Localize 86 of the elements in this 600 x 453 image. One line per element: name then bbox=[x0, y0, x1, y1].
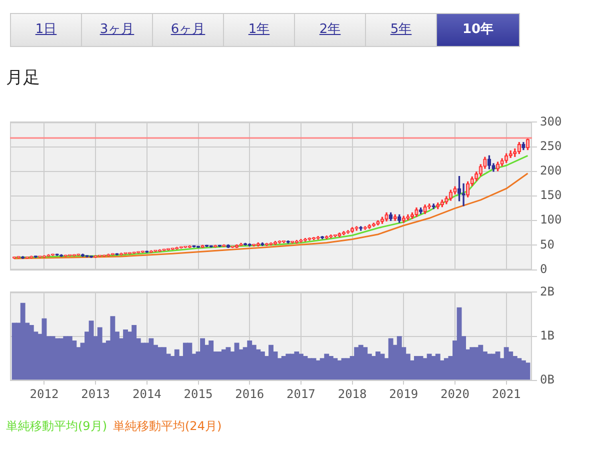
x-tick-label: 2016 bbox=[235, 386, 264, 401]
candlestick bbox=[256, 242, 260, 247]
x-tick-label: 2020 bbox=[440, 386, 470, 401]
bar bbox=[226, 347, 231, 380]
text: 単純移動平均(24月) bbox=[113, 418, 222, 435]
candlestick bbox=[414, 207, 418, 217]
y-tick-label: 300 bbox=[540, 114, 562, 128]
candlestick bbox=[239, 242, 243, 246]
x-tick-label: 2019 bbox=[389, 386, 418, 401]
candlestick bbox=[466, 181, 470, 198]
candlestick bbox=[346, 230, 350, 234]
bar bbox=[268, 344, 274, 380]
candlestick bbox=[260, 242, 264, 246]
candlestick bbox=[269, 242, 273, 246]
candlestick bbox=[478, 164, 482, 176]
candlestick bbox=[384, 212, 388, 222]
x-tick-label: 2013 bbox=[81, 386, 110, 401]
text: 3ヶ月 bbox=[82, 14, 153, 46]
bar bbox=[72, 340, 77, 380]
x-tick-label: 2014 bbox=[132, 386, 162, 401]
candlestick bbox=[423, 204, 427, 214]
candlestick bbox=[517, 142, 521, 154]
bar bbox=[132, 325, 137, 380]
candlestick bbox=[316, 236, 320, 240]
candlestick bbox=[444, 196, 448, 204]
x-tick-label: 2018 bbox=[338, 386, 367, 401]
candlestick bbox=[500, 158, 504, 166]
candlestick bbox=[359, 226, 363, 231]
candlestick bbox=[448, 190, 453, 201]
bar bbox=[478, 344, 484, 380]
bar bbox=[247, 340, 252, 380]
candlestick bbox=[106, 254, 110, 256]
bar bbox=[200, 338, 206, 380]
bar bbox=[148, 338, 154, 380]
candlestick bbox=[94, 255, 98, 258]
candlestick bbox=[60, 254, 64, 257]
candlestick bbox=[338, 232, 342, 238]
candlestick bbox=[363, 226, 367, 230]
candlestick bbox=[119, 252, 124, 256]
y-tick-label: 0B bbox=[540, 372, 554, 387]
candlestick bbox=[200, 244, 204, 248]
text: 単純移動平均(9月) bbox=[6, 418, 107, 435]
bar bbox=[208, 340, 214, 380]
x-tick-label: 2017 bbox=[286, 386, 316, 401]
candlestick bbox=[453, 186, 457, 194]
candlestick bbox=[273, 240, 278, 246]
y-tick-label: 100 bbox=[540, 212, 562, 227]
candlestick bbox=[354, 226, 358, 231]
candlestick bbox=[462, 183, 466, 206]
bar bbox=[187, 342, 192, 380]
candlestick bbox=[350, 227, 354, 233]
candlestick bbox=[492, 163, 496, 172]
text: 6ヶ月 bbox=[153, 14, 224, 46]
chart-title: 月足 bbox=[6, 67, 40, 89]
candlestick bbox=[30, 256, 34, 258]
y-tick-label: 50 bbox=[540, 237, 554, 252]
candlestick bbox=[21, 256, 25, 259]
y-tick-label: 150 bbox=[540, 188, 562, 202]
candlestick bbox=[483, 156, 487, 169]
x-tick-label: 2015 bbox=[184, 386, 213, 401]
y-tick-label: 250 bbox=[540, 138, 562, 153]
candlestick bbox=[299, 238, 303, 243]
y-tick-label: 1B bbox=[540, 328, 554, 343]
candlestick bbox=[42, 255, 46, 258]
candlestick bbox=[278, 240, 282, 244]
bar bbox=[362, 347, 368, 380]
text: 1年 bbox=[224, 14, 295, 46]
bar bbox=[123, 329, 128, 380]
candlestick bbox=[522, 142, 526, 150]
x-tick-label: 2012 bbox=[30, 386, 59, 401]
y-tick-label: 2B bbox=[540, 284, 554, 298]
y-tick-label: 0 bbox=[540, 262, 548, 276]
candlestick bbox=[222, 244, 226, 248]
text: 5年 bbox=[366, 14, 437, 46]
candlestick bbox=[496, 162, 500, 172]
text: 10年 bbox=[437, 14, 519, 46]
candlestick bbox=[368, 224, 372, 229]
text: 1日 bbox=[11, 14, 82, 46]
x-tick-label: 2021 bbox=[492, 386, 521, 401]
bar bbox=[110, 316, 116, 380]
y-tick-label: 200 bbox=[540, 164, 562, 178]
bar bbox=[260, 352, 265, 380]
candlestick bbox=[308, 237, 312, 241]
text: 2年 bbox=[295, 14, 366, 46]
candlestick bbox=[376, 220, 380, 226]
candlestick bbox=[46, 254, 50, 257]
